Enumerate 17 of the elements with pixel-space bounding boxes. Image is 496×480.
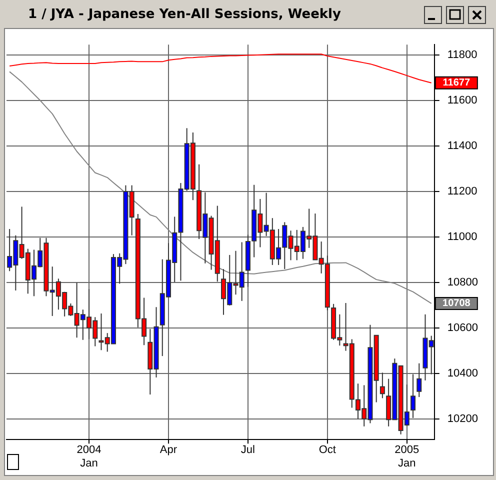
x-tick-label: 2004 Jan <box>76 444 102 470</box>
y-tick-label: 10600 <box>447 322 478 334</box>
y-tick-label: 11000 <box>447 231 478 244</box>
y-tick-label: 11400 <box>447 140 478 152</box>
x-tick-label: Oct <box>318 444 336 456</box>
y-tick-label: 11600 <box>447 94 478 106</box>
data-label: 11677 <box>442 78 470 89</box>
y-tick-label: 11800 <box>447 48 478 61</box>
y-tick-label: 10200 <box>447 413 478 426</box>
data-label: 10708 <box>442 298 471 310</box>
y-tick-label: 10800 <box>447 276 478 289</box>
y-tick-label: 10400 <box>447 368 478 380</box>
x-tick-label: 2005 Jan <box>394 444 420 470</box>
chart-title: 1 / JYA - Japanese Yen-All Sessions, Weekly <box>28 7 341 22</box>
x-tick-label: Jul <box>240 444 255 456</box>
y-tick-label: 11200 <box>447 185 478 198</box>
x-tick-label: Apr <box>160 444 178 456</box>
